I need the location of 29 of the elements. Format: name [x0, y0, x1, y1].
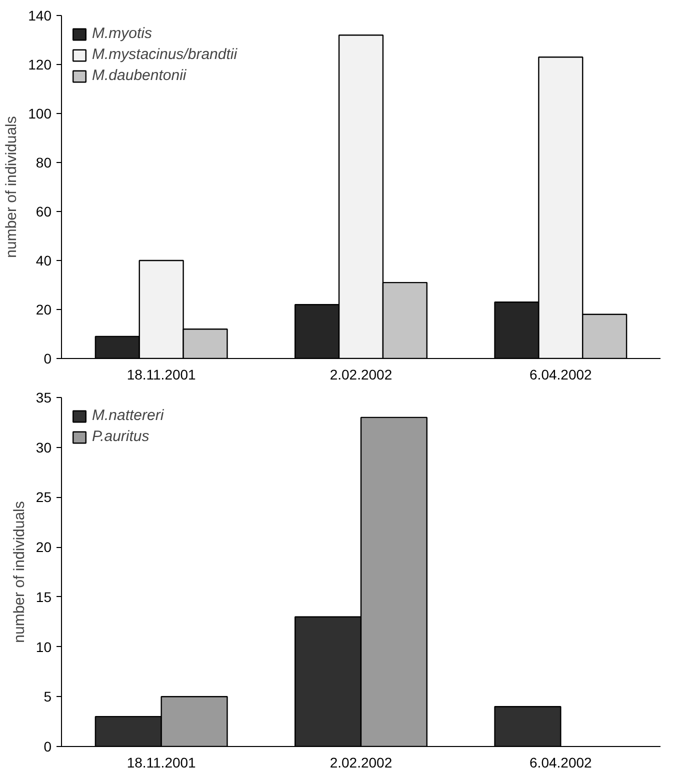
x-tick-label: 2.02.2002 — [330, 754, 392, 770]
y-tick-label: 0 — [44, 738, 52, 754]
legend-label: M.nattereri — [92, 407, 164, 424]
x-tick-label: 6.04.2002 — [530, 366, 592, 382]
y-tick-label: 20 — [36, 539, 52, 556]
y-tick-label: 30 — [36, 439, 52, 456]
y-tick-label: 0 — [44, 350, 52, 366]
y-axis-title: number of individuals — [3, 116, 20, 258]
x-tick-label: 18.11.2001 — [126, 366, 196, 382]
x-tick-label: 6.04.2002 — [530, 754, 592, 770]
x-tick-label: 2.02.2002 — [330, 366, 392, 382]
y-tick-label: 140 — [28, 8, 52, 24]
y-tick-label: 80 — [36, 154, 52, 170]
legend-label: M.daubentonii — [92, 67, 186, 84]
y-tick-label: 15 — [36, 588, 52, 605]
y-tick-label: 25 — [36, 489, 52, 506]
x-tick-label: 18.11.2001 — [126, 754, 196, 770]
y-tick-label: 35 — [36, 390, 52, 406]
y-tick-label: 10 — [36, 638, 52, 655]
y-tick-label: 100 — [28, 106, 52, 122]
y-tick-label: 20 — [36, 302, 52, 318]
legend-label: M.mystacinus/brandtii — [92, 46, 238, 63]
legend-label: P.auritus — [92, 428, 150, 445]
legend-label: M.myotis — [92, 25, 152, 42]
y-tick-label: 5 — [44, 688, 52, 705]
y-axis-title: number of individuals — [10, 501, 28, 643]
y-tick-label: 120 — [28, 56, 52, 72]
y-tick-label: 60 — [36, 204, 52, 220]
y-tick-label: 40 — [36, 252, 52, 268]
